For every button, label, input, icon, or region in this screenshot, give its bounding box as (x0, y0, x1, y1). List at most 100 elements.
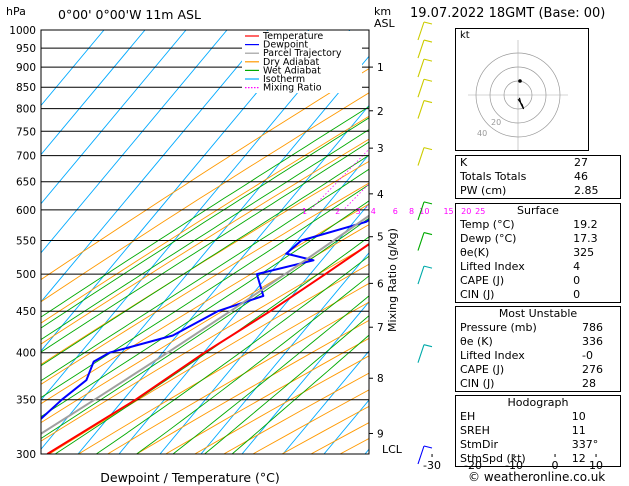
x-tick-label: -20 (464, 459, 482, 472)
isotherm-line (41, 55, 369, 450)
pressure-tick-label: 950 (16, 43, 36, 55)
x-tick-label: -30 (423, 459, 441, 472)
index-label: PW (cm) (460, 184, 507, 197)
km-tick-label: 9 (377, 428, 384, 440)
pressure-tick-label: 600 (16, 205, 36, 217)
legend-background (242, 31, 362, 93)
km-unit-label: km (374, 5, 391, 18)
wind-barb (417, 21, 433, 41)
x-tick-label: -10 (505, 459, 523, 472)
pressure-tick-label: 800 (16, 104, 36, 116)
x-tick-label: 10 (589, 459, 603, 472)
pressure-tick-label: 1000 (9, 25, 36, 37)
surface-title: Surface (456, 204, 621, 219)
wind-barb (417, 147, 433, 166)
isotherm-line (41, 30, 105, 107)
dry-adiabat-line (107, 301, 369, 454)
index-label: θe(K) (460, 246, 490, 259)
wind-barbs (417, 21, 433, 465)
index-row: θe(K) 325 (456, 246, 621, 260)
legend-label: Dry Adiabat (263, 57, 320, 68)
index-value: 19.2 (573, 218, 598, 231)
hodograph-unit: kt (460, 30, 470, 41)
index-label: Pressure (mb) (460, 321, 537, 334)
temperature-tick-labels: -30-20-10010203040 (423, 454, 603, 472)
index-label: Lifted Index (460, 349, 525, 362)
location-label: 0°00' 0°00'W 11m ASL (58, 7, 201, 22)
km-tick-label: 3 (377, 143, 384, 155)
isotherm-line (200, 252, 369, 454)
hodograph-title: Hodograph (456, 396, 621, 411)
index-value: 276 (581, 363, 603, 376)
wet-adiabat-line (204, 315, 369, 454)
index-row: Temp (°C) 19.2 (456, 218, 621, 232)
pressure-tick-label: 650 (16, 177, 36, 189)
mixing-ratio-label: 20 (461, 207, 471, 216)
index-label: Totals Totals (460, 170, 527, 183)
hodograph-storm-marker (518, 79, 522, 83)
pressure-tick-label: 550 (16, 236, 36, 248)
index-value: 4 (573, 260, 581, 273)
isotherms (41, 30, 369, 454)
km-tick-label: 1 (377, 62, 384, 74)
wind-barb (417, 445, 433, 465)
index-label: Dewp (°C) (460, 232, 517, 245)
wind-barb (417, 100, 433, 119)
isotherm-line (41, 30, 269, 303)
index-value: -0 (581, 349, 593, 362)
index-row: Lifted Index -0 (456, 349, 621, 363)
wet-adiabat-line (41, 217, 369, 440)
legend-label: Parcel Trajectory (263, 48, 342, 59)
dry-adiabat-line (136, 319, 369, 454)
index-row: CIN (J) 0 (456, 288, 621, 303)
index-value: 12 (571, 452, 586, 465)
isotherm-line (282, 350, 369, 454)
dry-adiabat-line (41, 182, 369, 385)
isotherm-line (159, 202, 369, 454)
index-value: 28 (581, 377, 596, 390)
index-label: StmDir (460, 438, 499, 451)
hodograph-indices-table: Hodograph EH 10 SREH 11 StmDir 337° StmSpd (kt)… (455, 395, 621, 467)
mixing-ratio-label: 4 (371, 207, 376, 216)
wet-adiabat-line (41, 129, 369, 341)
hodograph-ring-label: 20 (491, 118, 501, 127)
index-row: StmSpd (kt) 12 (456, 452, 621, 467)
index-row: Dewp (°C) 17.3 (456, 232, 621, 246)
wet-adiabat-line (41, 183, 369, 399)
index-value: 2.85 (573, 184, 599, 197)
index-label: EH (460, 410, 476, 423)
datetime-label: 19.07.2022 18GMT (Base: 00) (410, 6, 606, 21)
mixing-ratio-label: 6 (393, 207, 398, 216)
wind-barb (417, 78, 433, 98)
index-row: CAPE (J) 276 (456, 363, 621, 377)
isotherm-line (118, 153, 369, 454)
km-tick-label: 7 (377, 322, 384, 334)
pressure-tick-label: 750 (16, 126, 36, 138)
pressure-tick-labels: 300 350 400 450 500 550 600 650 700 750 800 850 900 9… (9, 25, 36, 461)
hodograph: kt 20 40 (455, 28, 589, 151)
index-label: Lifted Index (460, 260, 525, 273)
index-label: CAPE (J) (460, 363, 505, 376)
index-label: θe (K) (460, 335, 493, 348)
pressure-unit-label: hPa (6, 5, 26, 18)
dry-adiabat-line (41, 203, 369, 405)
surface-title-text: Surface (517, 204, 559, 217)
isotherm-line (41, 30, 228, 254)
index-row: SREH 11 (456, 424, 621, 438)
index-value: 337° (571, 438, 599, 451)
km-tick-label: 8 (377, 373, 384, 385)
km-tick-label: 4 (377, 189, 384, 201)
wind-barb (417, 232, 433, 251)
index-row: θe (K) 336 (456, 335, 621, 349)
isotherm-line (241, 301, 369, 454)
top-indices-table: K 27 Totals Totals 46 PW (cm) 2.85 (455, 155, 621, 199)
index-label: CIN (J) (460, 377, 495, 390)
index-row: Pressure (mb) 786 (456, 321, 621, 335)
mixing-ratio-axis-label: Mixing Ratio (g/kg) (386, 228, 399, 332)
legend-label: Wet Adiabat (263, 65, 321, 76)
index-value: 0 (573, 288, 581, 301)
index-value: 17.3 (573, 232, 598, 245)
hodograph-ring-label: 40 (477, 129, 487, 138)
